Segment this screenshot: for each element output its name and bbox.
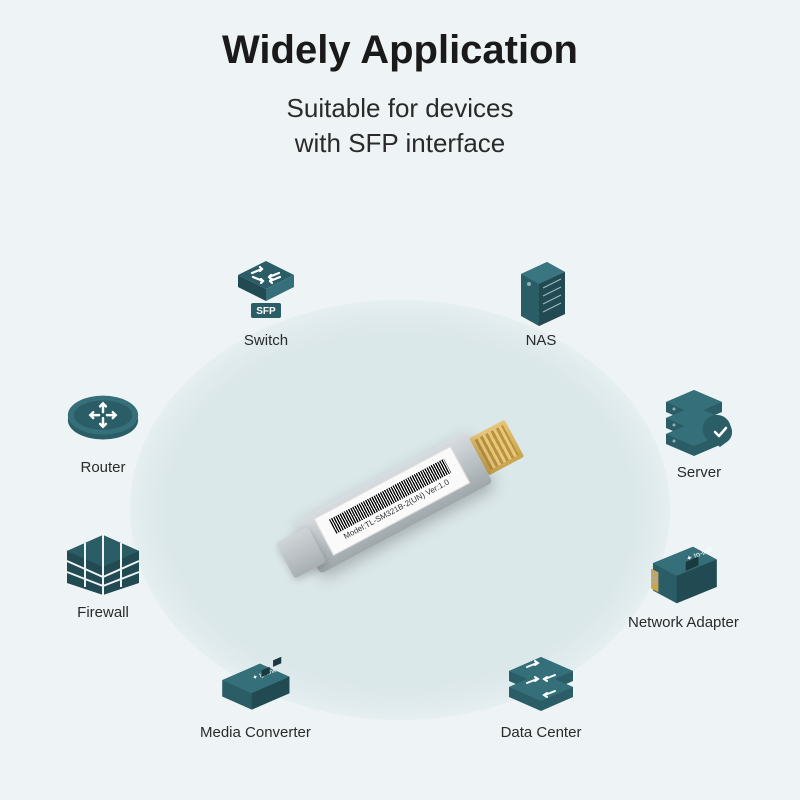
device-switch: SFP Switch (225, 258, 307, 349)
device-router: Router (62, 385, 144, 476)
device-datacenter: Data Center (500, 650, 582, 741)
adapter-label: Network Adapter (628, 614, 739, 631)
nas-label: NAS (500, 332, 582, 349)
media-icon: ✦ tp-link (214, 650, 296, 720)
datacenter-label: Data Center (500, 724, 582, 741)
device-media: ✦ tp-link Media Converter (200, 650, 311, 741)
device-server: Server (658, 390, 740, 481)
switch-label: Switch (225, 332, 307, 349)
page-subtitle: Suitable for devices with SFP interface (0, 91, 800, 161)
datacenter-icon (500, 650, 582, 720)
router-icon (62, 385, 144, 455)
server-label: Server (658, 464, 740, 481)
device-firewall: Firewall (62, 530, 144, 621)
subtitle-line-2: with SFP interface (295, 128, 506, 158)
page-title: Widely Application (0, 0, 800, 73)
firewall-icon (62, 530, 144, 600)
adapter-icon: ✦ tp-link (642, 540, 724, 610)
sfp-badge-text: SFP (256, 306, 276, 317)
device-adapter: ✦ tp-link Network Adapter (628, 540, 739, 631)
subtitle-line-1: Suitable for devices (287, 93, 514, 123)
media-label: Media Converter (200, 724, 311, 741)
switch-icon: SFP (225, 258, 307, 328)
router-label: Router (62, 459, 144, 476)
server-icon (658, 390, 740, 460)
nas-icon (500, 258, 582, 328)
firewall-label: Firewall (62, 604, 144, 621)
device-nas: NAS (500, 258, 582, 349)
